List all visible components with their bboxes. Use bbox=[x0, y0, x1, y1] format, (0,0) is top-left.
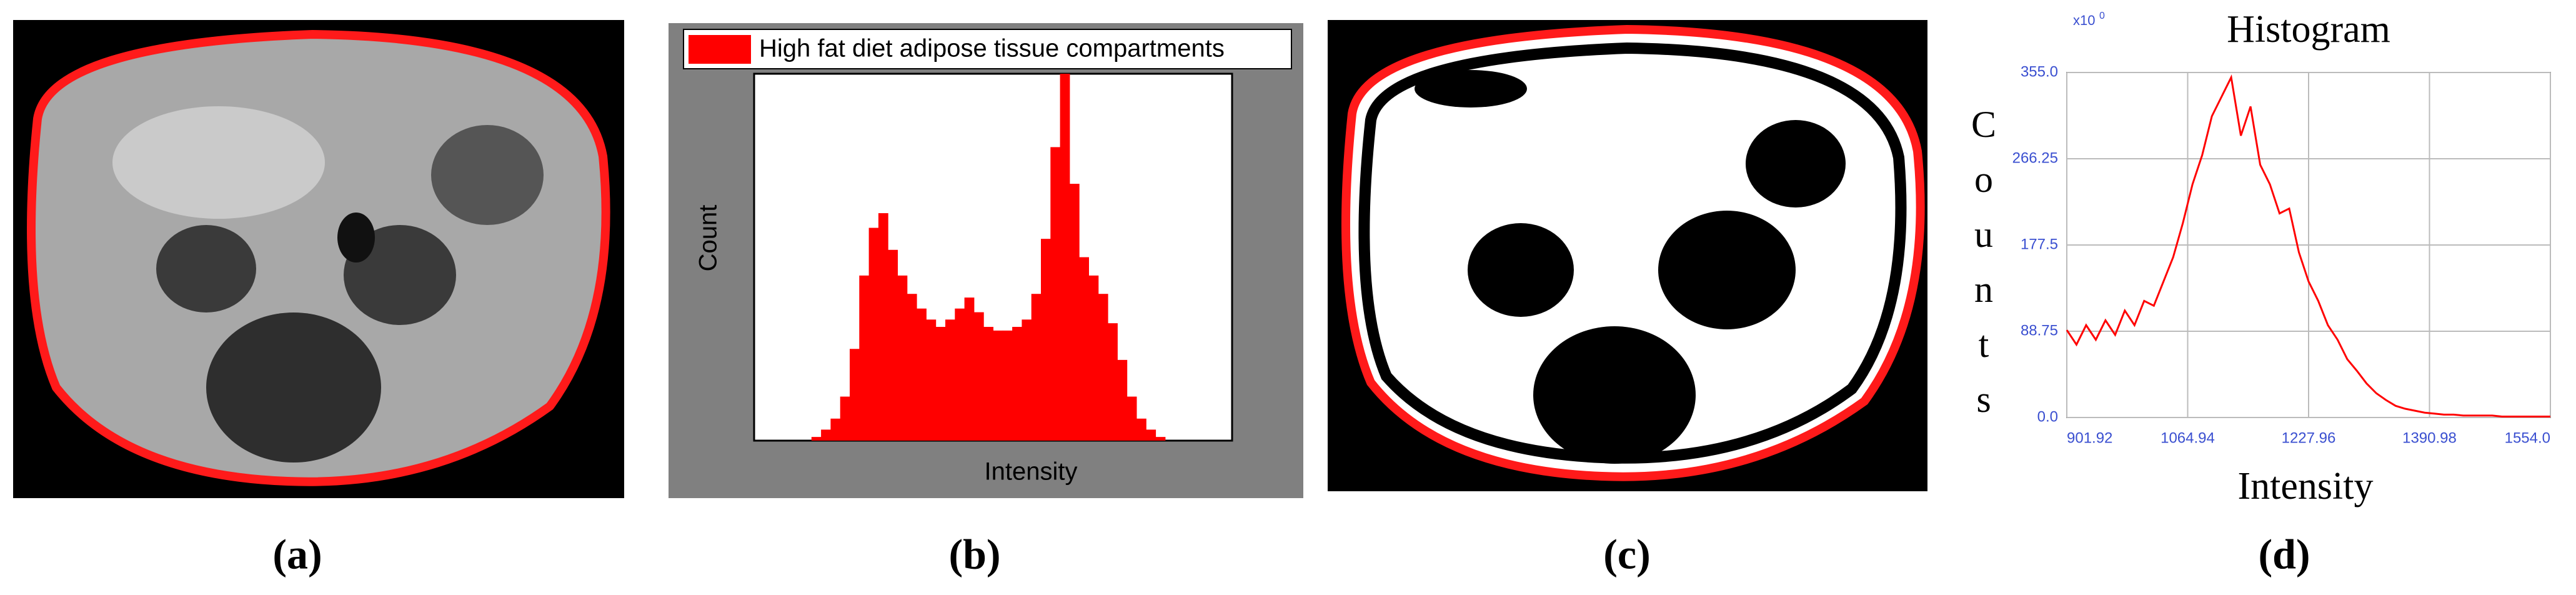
bar bbox=[926, 319, 937, 441]
x-tick-label: 1064.94 bbox=[2161, 429, 2215, 446]
bar bbox=[821, 429, 831, 441]
bar bbox=[1098, 294, 1108, 441]
bar bbox=[850, 349, 860, 441]
bar bbox=[859, 275, 870, 441]
x-tick-label: 1390.98 bbox=[2402, 429, 2457, 446]
y-axis-label: Counts bbox=[1963, 104, 2004, 434]
scale-annotation: x10 bbox=[2073, 12, 2095, 28]
y-tick-label: 0.0 bbox=[2037, 408, 2058, 425]
bar bbox=[1041, 239, 1051, 441]
bar bbox=[811, 437, 822, 441]
bar bbox=[1108, 323, 1118, 441]
bar bbox=[1050, 147, 1061, 441]
bar bbox=[907, 294, 917, 441]
bar bbox=[1088, 275, 1099, 441]
bar bbox=[983, 327, 993, 441]
mri-image-a bbox=[13, 20, 624, 498]
bar bbox=[888, 249, 898, 441]
bar bbox=[964, 298, 975, 441]
bar bbox=[1069, 184, 1080, 441]
bar bbox=[955, 308, 965, 441]
bar bbox=[840, 396, 850, 441]
x-tick-label: 901.92 bbox=[2067, 429, 2112, 446]
bar bbox=[897, 275, 908, 441]
caption: (d) bbox=[2258, 531, 2310, 578]
y-tick-label: 177.5 bbox=[2021, 236, 2058, 252]
x-axis-label: Intensity bbox=[985, 458, 1078, 486]
bar bbox=[1022, 319, 1032, 441]
bar bbox=[1136, 418, 1146, 441]
bar bbox=[1012, 327, 1022, 441]
y-tick-label: 355.0 bbox=[2021, 63, 2058, 80]
data-line bbox=[2066, 74, 2550, 418]
legend-label: High fat diet adipose tissue compartment… bbox=[759, 35, 1225, 62]
bar bbox=[830, 418, 841, 441]
caption: (a) bbox=[272, 531, 322, 578]
caption: (b) bbox=[948, 531, 1000, 578]
bar bbox=[935, 327, 946, 441]
chart-title: Histogram bbox=[2227, 8, 2390, 51]
bar bbox=[1126, 396, 1137, 441]
x-axis-label: Intensity bbox=[2238, 465, 2374, 508]
bar bbox=[878, 213, 888, 441]
caption: (c) bbox=[1603, 531, 1650, 578]
bar bbox=[1060, 74, 1070, 441]
legend-box bbox=[683, 29, 1292, 69]
y-axis-label: Count bbox=[695, 205, 722, 272]
mri-image-c bbox=[1328, 20, 1927, 491]
bar bbox=[973, 312, 984, 441]
bar bbox=[917, 308, 927, 441]
bar bbox=[1031, 294, 1042, 441]
bar bbox=[1146, 429, 1156, 441]
bar bbox=[1155, 437, 1166, 441]
bar bbox=[993, 330, 1003, 441]
bar bbox=[1117, 359, 1128, 441]
y-tick-label: 266.25 bbox=[2012, 149, 2058, 166]
bar bbox=[945, 319, 955, 441]
x-tick-label: 1227.96 bbox=[2282, 429, 2336, 446]
bar bbox=[868, 228, 879, 441]
scale-exponent: 0 bbox=[2099, 11, 2105, 21]
bar bbox=[1079, 257, 1089, 441]
legend-swatch bbox=[689, 35, 751, 64]
bar bbox=[1002, 330, 1013, 441]
y-tick-label: 88.75 bbox=[2021, 322, 2058, 339]
x-tick-label: 1554.0 bbox=[2505, 429, 2550, 446]
